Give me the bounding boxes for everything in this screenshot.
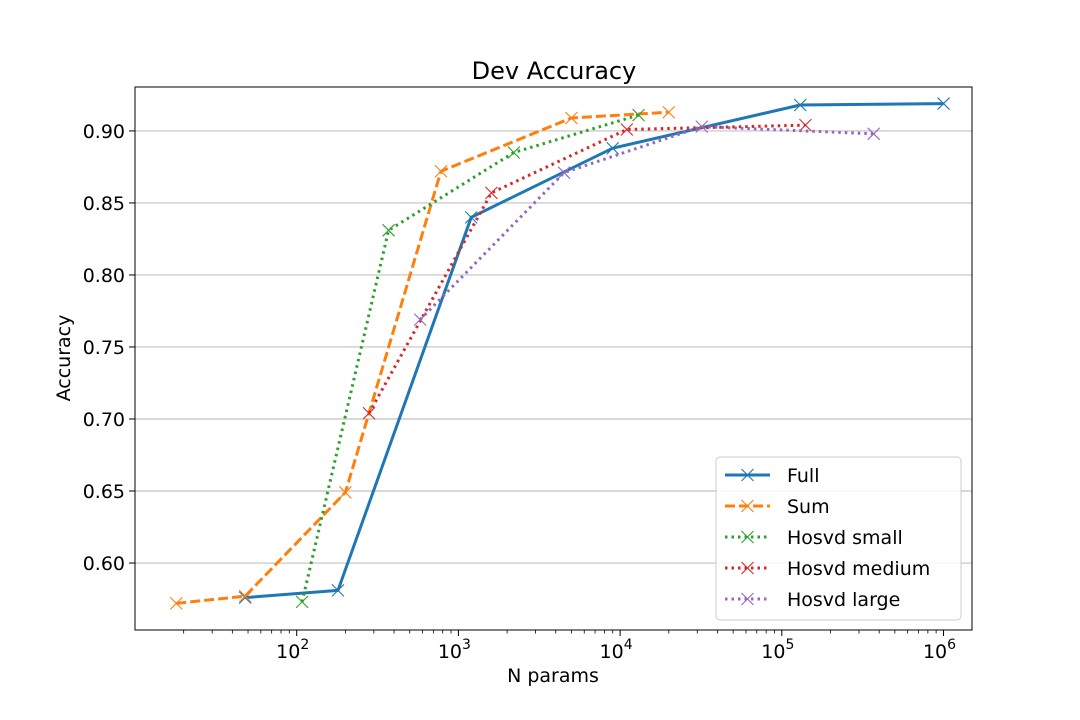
- legend-box: [715, 456, 962, 621]
- data-point-hosvd-medium: [799, 118, 812, 132]
- series-line-hosvd-small: [300, 113, 639, 603]
- data-point-hosvd-large: [557, 166, 571, 180]
- legend-marker-hosvd-large: [741, 592, 754, 606]
- data-point-hosvd-small: [632, 108, 645, 122]
- x-axis-label: N params: [507, 665, 599, 687]
- legend-marker-hosvd-small: [741, 530, 754, 544]
- y-tick-label: 0.60: [83, 553, 125, 575]
- series-line-hosvd-medium: [367, 123, 806, 414]
- data-point-hosvd-medium: [620, 123, 634, 136]
- x-tick-label: 102: [276, 637, 309, 663]
- legend-label-sum: Sum: [787, 496, 830, 518]
- y-tick-label: 0.75: [83, 337, 125, 359]
- legend-marker-hosvd-medium: [741, 561, 754, 575]
- y-tick-label: 0.65: [83, 481, 125, 503]
- data-point-sum: [662, 105, 676, 119]
- legend-label-full: Full: [787, 465, 820, 487]
- data-point-hosvd-small: [295, 595, 309, 609]
- data-point-hosvd-large: [413, 313, 427, 326]
- legend-label-hosvd-medium: Hosvd medium: [787, 558, 930, 580]
- y-tick-label: 0.70: [83, 409, 125, 431]
- series-line-hosvd-large: [419, 125, 874, 321]
- data-point-hosvd-medium: [485, 186, 498, 200]
- plot-frame: [134, 86, 973, 631]
- data-point-hosvd-small: [382, 223, 395, 237]
- series-line-full: [245, 102, 944, 600]
- series-lines: [169, 97, 950, 610]
- data-point-full: [793, 98, 807, 112]
- data-point-full: [937, 97, 950, 110]
- data-point-full: [606, 141, 620, 155]
- y-axis-label: Accuracy: [53, 315, 75, 402]
- data-point-full: [331, 584, 345, 597]
- y-tick-label: 0.80: [83, 265, 125, 287]
- data-point-sum: [169, 596, 183, 610]
- y-axis-ticks: 0.60 0.65 0.70 0.75 0.80 0.85 0.90: [83, 121, 135, 575]
- data-point-sum: [238, 589, 252, 603]
- y-tick-label: 0.85: [83, 193, 125, 215]
- data-point-sum: [338, 486, 352, 499]
- data-point-hosvd-small: [507, 146, 521, 159]
- legend-marker-sum: [741, 499, 754, 513]
- data-point-sum: [565, 111, 578, 125]
- legend-label-hosvd-small: Hosvd small: [787, 527, 903, 549]
- data-point-full: [464, 210, 478, 224]
- data-point-hosvd-large: [695, 120, 709, 133]
- chart-title: Dev Accuracy: [472, 57, 637, 85]
- data-point-sum: [434, 164, 448, 178]
- data-point-hosvd-large: [867, 127, 881, 141]
- y-tick-label: 0.90: [83, 121, 125, 143]
- data-point-hosvd-medium: [362, 406, 376, 420]
- series-line-sum: [176, 110, 669, 605]
- legend: Full Sum Hosvd small Hosvd medium Hosvd larg…: [715, 456, 962, 621]
- legend-label-hosvd-large: Hosvd large: [787, 589, 900, 611]
- legend-marker-full: [741, 468, 754, 482]
